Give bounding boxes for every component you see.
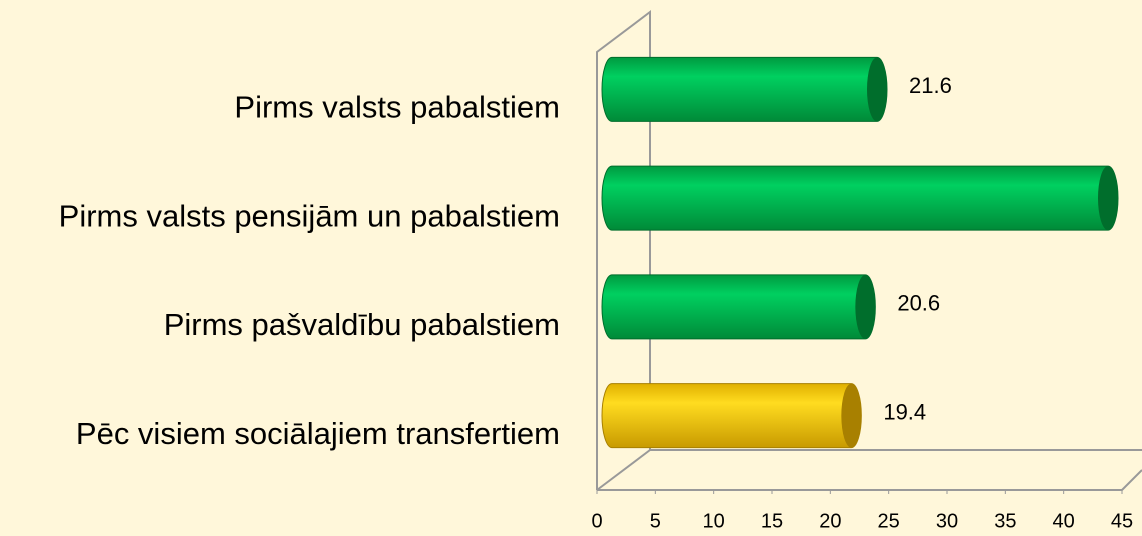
value-label: 21.6 [909,73,952,98]
y-tick-label: Pirms valsts pabalstiem [234,90,560,125]
bar-cap [855,274,876,339]
bar [601,274,876,340]
bar-cap [867,57,887,122]
x-tick-label: 25 [878,510,900,532]
bar-cap [841,383,862,448]
bar-cap [1098,166,1118,231]
x-tick-label: 0 [591,510,602,532]
value-label: 20.6 [897,291,940,316]
x-tick-label: 40 [1053,510,1075,532]
x-tick-label: 45 [1111,510,1133,532]
value-label: 19.4 [883,399,926,424]
y-tick-label: Pēc visiem sociālajiem transfertiem [76,416,560,451]
x-tick-label: 10 [703,510,725,532]
x-tick-label: 5 [650,510,661,532]
bar [601,165,1119,231]
x-tick-label: 20 [819,510,841,532]
bar [601,56,888,122]
x-tick-label: 35 [994,510,1016,532]
bar [601,383,862,449]
x-tick-label: 15 [761,510,783,532]
x-tick-label: 30 [936,510,958,532]
y-tick-label: Pirms valsts pensijām un pabalstiem [59,198,560,233]
y-tick-label: Pirms pašvaldību pabalstiem [164,307,560,342]
